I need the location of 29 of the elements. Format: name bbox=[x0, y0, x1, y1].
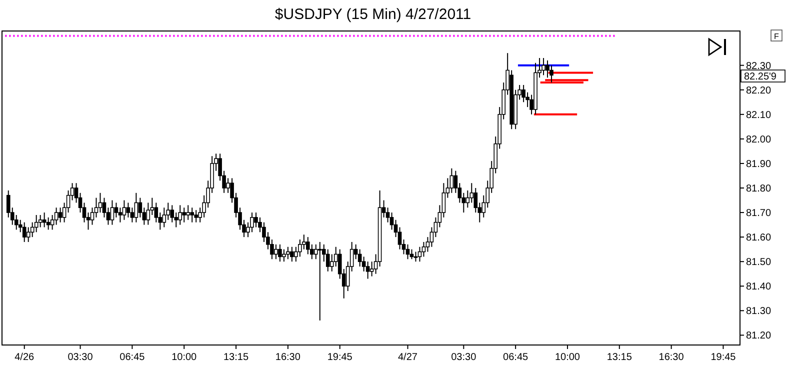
text: F bbox=[774, 32, 780, 41]
y-tick-label: 81.70 bbox=[746, 208, 772, 220]
y-tick-label: 82.30 bbox=[746, 60, 772, 72]
x-tick-label: 10:00 bbox=[172, 352, 198, 363]
y-tick-label: 81.80 bbox=[746, 184, 772, 194]
y-tick-label: 82.00 bbox=[746, 134, 772, 146]
y-tick-label: 81.40 bbox=[746, 282, 772, 293]
chart-title: $USDJPY (15 Min) 4/27/2011 bbox=[274, 6, 472, 23]
x-tick-label: 4/27 bbox=[398, 352, 418, 363]
x-tick-label: 03:30 bbox=[68, 352, 94, 363]
y-tick-label: 81.20 bbox=[746, 330, 772, 342]
y-tick-label: 81.30 bbox=[746, 306, 772, 318]
y-tick-label: 81.60 bbox=[746, 232, 772, 244]
y-tick-label: 82.10 bbox=[746, 110, 772, 121]
x-tick-label: 19:45 bbox=[327, 352, 353, 363]
x-tick-label: 06:45 bbox=[120, 352, 146, 363]
x-tick-label: 13:15 bbox=[606, 352, 632, 363]
x-tick-label: 10:00 bbox=[554, 352, 580, 363]
text: 82.25'9 bbox=[744, 72, 777, 82]
x-tick-label: 16:30 bbox=[275, 352, 301, 363]
x-tick-label: 03:30 bbox=[451, 352, 477, 363]
y-tick-label: 81.50 bbox=[746, 257, 772, 268]
x-tick-label: 16:30 bbox=[658, 352, 684, 363]
x-tick-label: 4/26 bbox=[14, 352, 35, 363]
x-tick-label: 19:45 bbox=[710, 352, 736, 363]
y-tick-label: 81.90 bbox=[746, 158, 772, 170]
x-tick-label: 13:15 bbox=[224, 352, 249, 363]
y-tick-label: 82.20 bbox=[746, 85, 772, 96]
x-tick-label: 06:45 bbox=[503, 352, 529, 363]
